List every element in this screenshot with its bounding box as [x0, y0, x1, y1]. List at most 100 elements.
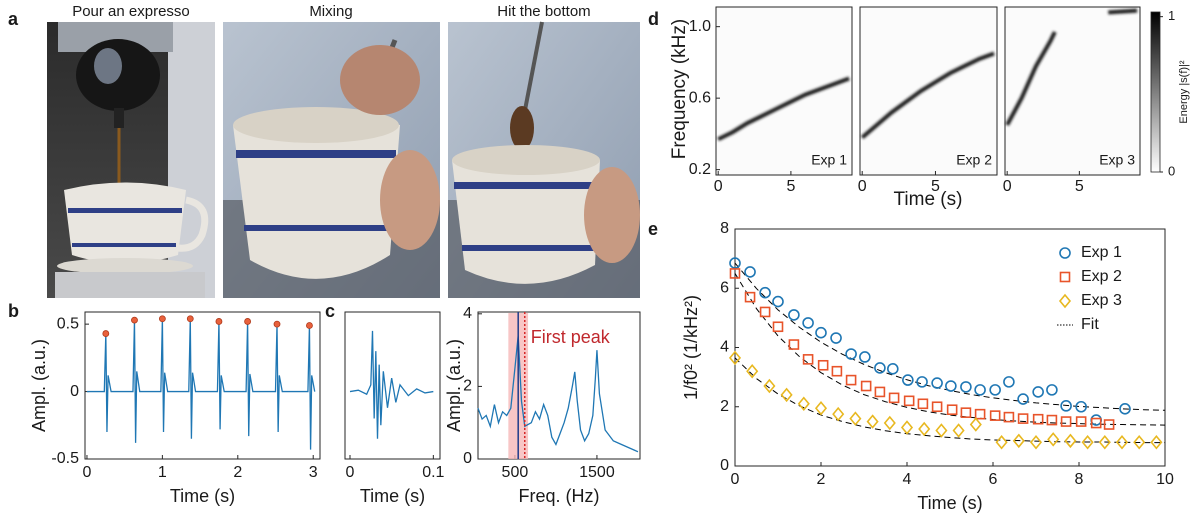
marker-square: [1046, 414, 1058, 426]
marker-square: [729, 268, 741, 279]
x-axis-label: Time (s): [360, 486, 425, 506]
x-tick-label: 0: [858, 178, 867, 195]
x-tick-label: 500: [502, 464, 529, 481]
legend-label: Exp 1: [1081, 244, 1122, 261]
marker-circle: [989, 384, 1001, 396]
marker-circle: [1003, 376, 1015, 388]
marker-square: [744, 291, 756, 303]
photo-caption: Hit the bottom: [497, 3, 590, 20]
marker-diamond: [952, 423, 965, 438]
marker-square: [917, 398, 929, 410]
marker-circle: [830, 332, 842, 344]
colorbar-label: Energy |s(f)|²: [1178, 60, 1190, 124]
marker-diamond: [814, 400, 828, 416]
axes-frame: [84, 311, 321, 460]
marker-circle: [1075, 400, 1087, 413]
marker-square: [903, 395, 915, 407]
y-tick-label: -0.5: [51, 450, 79, 467]
marker-diamond: [797, 396, 810, 412]
marker-square: [989, 410, 1001, 421]
marker-circle: [744, 266, 756, 278]
axes-frame: [734, 228, 1166, 467]
marker-square: [931, 401, 943, 413]
marker-diamond: [995, 435, 1008, 450]
marker-square: [1075, 416, 1087, 427]
marker-circle: [945, 380, 957, 392]
marker-diamond: [1058, 293, 1072, 309]
marker-circle: [306, 322, 313, 329]
marker-square: [1017, 413, 1029, 424]
y-tick-label: 0: [720, 457, 729, 474]
marker-circle: [102, 330, 110, 337]
marker-square: [860, 380, 872, 392]
panel-letter: b: [8, 301, 19, 321]
x-tick-label: 6: [989, 471, 998, 488]
fit-line: [734, 357, 1165, 444]
marker-diamond: [1115, 435, 1129, 450]
y-tick-label: 0: [70, 383, 79, 400]
x-tick-label: 4: [903, 471, 912, 488]
marker-square: [845, 374, 857, 386]
y-tick-label: 1.0: [689, 18, 711, 35]
heatmap-label: Exp 2: [956, 152, 992, 168]
marker-diamond: [728, 350, 742, 366]
marker-square: [874, 386, 886, 398]
marker-circle: [273, 320, 281, 328]
x-tick-label: 5: [1075, 178, 1084, 195]
panel-letter: d: [648, 9, 659, 29]
annotation: First peak: [531, 327, 611, 347]
x-tick-label: 0: [731, 471, 740, 488]
y-axis-label: Ampl. (a.u.): [444, 339, 464, 432]
marker-diamond: [1012, 433, 1025, 449]
marker-circle: [859, 351, 871, 363]
photo-caption: Mixing: [309, 3, 352, 20]
marker-circle: [759, 286, 771, 299]
photo-mixing: [223, 22, 440, 298]
legend-label: Fit: [1081, 316, 1099, 333]
marker-square: [974, 408, 986, 420]
signal-line: [349, 330, 434, 439]
panel-letter: e: [648, 219, 658, 239]
x-tick-label: 3: [309, 464, 318, 481]
marker-circle: [845, 348, 857, 360]
marker-circle: [960, 381, 972, 393]
marker-circle: [1032, 386, 1044, 398]
y-tick-label: 6: [720, 279, 729, 296]
legend-label: Exp 3: [1081, 292, 1122, 309]
x-tick-label: 0.1: [422, 464, 444, 481]
marker-circle: [244, 318, 251, 325]
signal-line: [86, 318, 316, 450]
marker-circle: [931, 377, 943, 389]
colorbar-tick-label: 0: [1168, 163, 1175, 178]
energy-ridge: [860, 51, 995, 139]
x-axis-label: Time (s): [170, 486, 235, 506]
y-axis-label: Frequency (kHz): [669, 19, 690, 159]
marker-diamond: [1047, 432, 1060, 447]
x-tick-label: 5: [931, 178, 940, 195]
marker-diamond: [1081, 435, 1094, 450]
x-axis-label: Time (s): [894, 189, 963, 210]
x-tick-label: 0: [1003, 178, 1012, 195]
legend-label: Exp 2: [1081, 268, 1122, 285]
heatmap-frame: [715, 6, 853, 176]
x-tick-label: 0: [346, 464, 355, 481]
marker-square: [1060, 416, 1072, 427]
y-tick-label: 0.5: [57, 315, 79, 332]
marker-diamond: [849, 411, 862, 426]
heatmap-frame: [859, 6, 998, 176]
marker-diamond: [969, 417, 982, 432]
marker-diamond: [763, 378, 776, 394]
marker-circle: [1046, 384, 1058, 396]
marker-circle: [916, 376, 928, 388]
marker-square: [960, 407, 972, 418]
y-tick-label: 4: [720, 339, 729, 356]
marker-circle: [772, 295, 784, 308]
x-tick-label: 0: [714, 178, 723, 195]
marker-circle: [1060, 400, 1072, 412]
y-tick-label: 8: [720, 220, 729, 237]
marker-square: [788, 339, 800, 350]
marker-circle: [186, 315, 194, 323]
marker-square: [802, 354, 814, 365]
marker-square: [1003, 411, 1015, 423]
